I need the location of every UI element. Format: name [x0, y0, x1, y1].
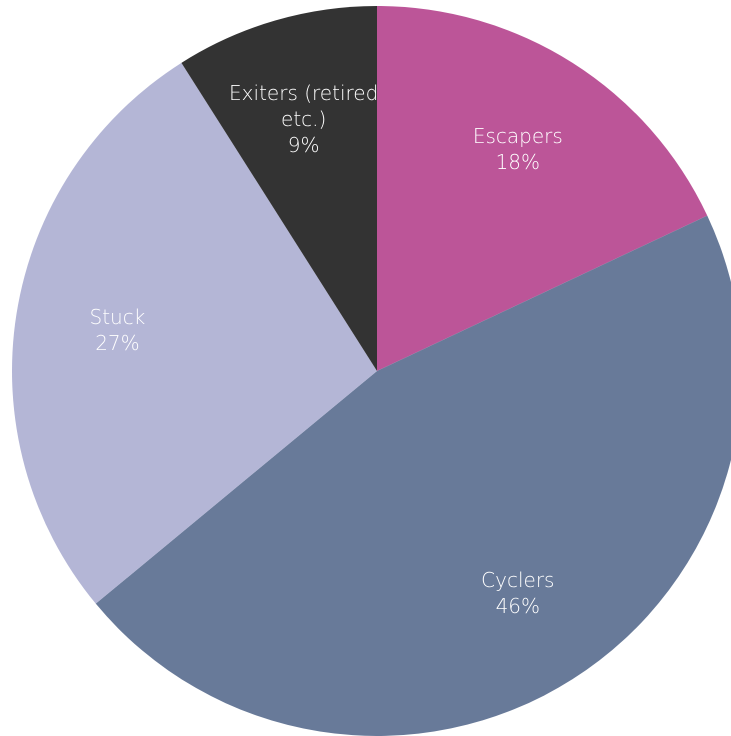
percent-label: 9%	[287, 132, 320, 157]
data-label: Exiters (retired etc.) 9%	[209, 80, 399, 158]
data-label: Escapers 18%	[423, 123, 613, 175]
percent-label: 18%	[495, 150, 541, 175]
percent-label: 27%	[95, 330, 140, 355]
category-label: Stuck	[89, 304, 146, 329]
data-label: Stuck 27%	[22, 304, 212, 356]
percent-label: 46%	[495, 593, 541, 618]
category-label: Escapers	[472, 124, 563, 149]
category-label: Cyclers	[481, 567, 555, 592]
category-label: Exiters (retired etc.)	[229, 80, 379, 131]
pie-slice	[95, 215, 731, 736]
pie-slice	[377, 6, 708, 371]
data-label: Cyclers 46%	[423, 567, 613, 619]
pie-slice	[181, 6, 377, 371]
pie-slice	[11, 62, 377, 604]
